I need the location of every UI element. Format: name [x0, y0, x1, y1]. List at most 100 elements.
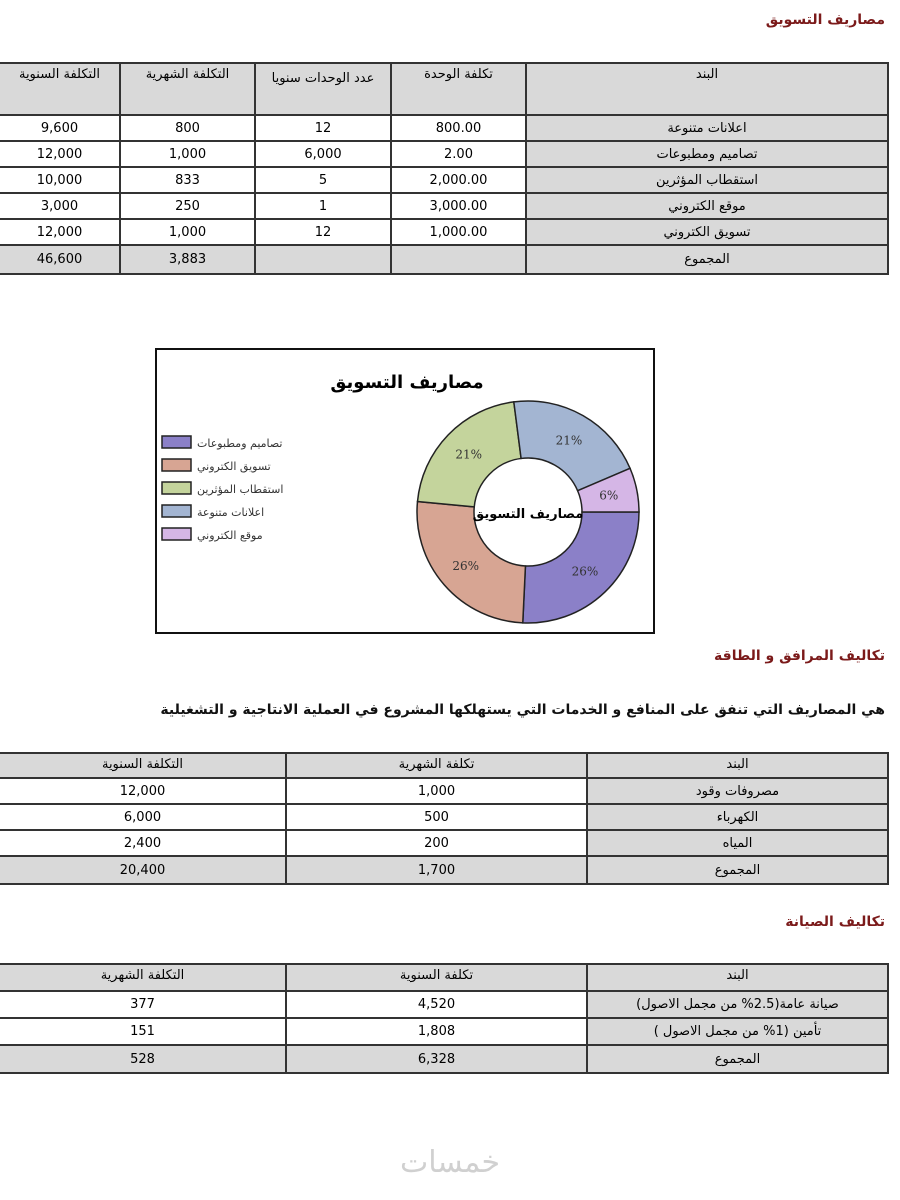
utilities-table: البند تكلفة الشهرية التكلفة السنوية مصرو… [0, 752, 889, 885]
item-cell: المياه [586, 829, 889, 857]
value-cell: 2,400 [0, 829, 287, 857]
value-cell: 377 [0, 990, 287, 1019]
value-cell: 200 [285, 829, 588, 857]
chart-svg: مصاريف التسويق 26% 26% 21% 21% 6% تصاميم ومط… [161, 372, 640, 624]
chart-title: مصاريف التسويق [330, 372, 483, 393]
legend-label: موقع الكتروني [197, 529, 263, 542]
donut-slice [416, 401, 522, 508]
header-cell: التكلفة السنوية [0, 62, 121, 116]
item-cell: موقع الكتروني [525, 192, 889, 220]
legend-label: استقطاب المؤثرين [197, 483, 283, 496]
value-cell: 800 [119, 114, 256, 142]
value-cell: 6,000 [254, 140, 392, 168]
watermark-logo: خمسات [399, 1145, 501, 1180]
item-cell: تأمين (1% من مجمل الاصول ) [586, 1017, 889, 1046]
item-cell: اعلانات متنوعة [525, 114, 889, 142]
value-cell: 833 [119, 166, 256, 194]
header-cell: تكلفة الشهرية [285, 752, 588, 779]
table-row: تأمين (1% من مجمل الاصول ) 1,808 151 [0, 1017, 889, 1046]
item-cell: تسويق الكتروني [525, 218, 889, 246]
item-cell: المجموع [525, 244, 889, 275]
item-cell: المجموع [586, 855, 889, 885]
header-cell: البند [525, 62, 889, 116]
header-cell: التكلفة الشهرية [0, 963, 287, 992]
value-cell: 10,000 [0, 166, 121, 194]
maintenance-table: البند تكلفة السنوية التكلفة الشهرية صيان… [0, 963, 889, 1074]
header-cell: البند [586, 963, 889, 992]
header-cell: البند [586, 752, 889, 779]
value-cell: 1,000 [119, 218, 256, 246]
value-cell: 12,000 [0, 777, 287, 805]
value-cell: 46,600 [0, 244, 121, 275]
table-header-row: البند تكلفة السنوية التكلفة الشهرية [0, 963, 889, 992]
table-row: المياه 200 2,400 [0, 829, 889, 857]
value-cell: 12 [254, 218, 392, 246]
table-row: موقع الكتروني 3,000.00 1 250 3,000 [0, 192, 889, 220]
item-cell: الكهرباء [586, 803, 889, 831]
header-cell: التكلفة الشهرية [119, 62, 256, 116]
donut-slice [416, 500, 527, 624]
table-row: استقطاب المؤثرين 2,000.00 5 833 10,000 [0, 166, 889, 194]
value-cell: 1 [254, 192, 392, 220]
value-cell: 9,600 [0, 114, 121, 142]
value-cell: 5 [254, 166, 392, 194]
value-cell: 2.00 [390, 140, 527, 168]
slice-label: 26% [572, 565, 599, 579]
marketing-heading: مصاريف التسويق [765, 12, 885, 28]
slice-label: 26% [452, 559, 479, 573]
slice-label: 6% [599, 488, 618, 502]
value-cell [254, 244, 392, 275]
value-cell: 12,000 [0, 218, 121, 246]
legend-swatch [161, 527, 192, 541]
table-row: اعلانات متنوعة 800.00 12 800 9,600 [0, 114, 889, 142]
total-row: المجموع 6,328 528 [0, 1044, 889, 1074]
item-cell: استقطاب المؤثرين [525, 166, 889, 194]
item-cell: تصاميم ومطبوعات [525, 140, 889, 168]
utilities-heading: تكاليف المرافق و الطاقة [714, 648, 885, 664]
table-row: الكهرباء 500 6,000 [0, 803, 889, 831]
utilities-description: هي المصاريف التي تنفق على المنافع و الخد… [160, 702, 885, 718]
legend-label: تسويق الكتروني [197, 460, 271, 474]
value-cell [390, 244, 527, 275]
value-cell: 20,400 [0, 855, 287, 885]
legend-label: اعلانات متنوعة [197, 506, 264, 519]
donut-slice [576, 467, 640, 513]
donut-slice [521, 511, 640, 624]
slice-label: 21% [556, 433, 583, 447]
header-cell: تكلفة السنوية [285, 963, 588, 992]
marketing-donut-chart: مصاريف التسويق 26% 26% 21% 21% 6% تصاميم ومط… [155, 348, 655, 634]
value-cell: 1,000 [285, 777, 588, 805]
table-row: تسويق الكتروني 1,000.00 12 1,000 12,000 [0, 218, 889, 246]
value-cell: 800.00 [390, 114, 527, 142]
header-cell: تكلفة الوحدة [390, 62, 527, 116]
legend-swatch [161, 435, 192, 449]
value-cell: 1,808 [285, 1017, 588, 1046]
marketing-table: البند تكلفة الوحدة عدد الوحدات سنويا الت… [0, 62, 889, 275]
item-cell: المجموع [586, 1044, 889, 1074]
legend-swatch [161, 458, 192, 472]
value-cell: 3,883 [119, 244, 256, 275]
slice-label: 21% [455, 448, 482, 462]
value-cell: 250 [119, 192, 256, 220]
header-cell: عدد الوحدات سنويا [254, 62, 392, 116]
value-cell: 151 [0, 1017, 287, 1046]
value-cell: 500 [285, 803, 588, 831]
value-cell: 1,000 [119, 140, 256, 168]
table-row: مصروفات وقود 1,000 12,000 [0, 777, 889, 805]
value-cell: 3,000.00 [390, 192, 527, 220]
item-cell: صيانة عامة(2.5% من مجمل الاصول) [586, 990, 889, 1019]
donut-slice [512, 400, 632, 492]
value-cell: 4,520 [285, 990, 588, 1019]
item-cell: مصروفات وقود [586, 777, 889, 805]
value-cell: 6,328 [285, 1044, 588, 1074]
value-cell: 528 [0, 1044, 287, 1074]
value-cell: 12,000 [0, 140, 121, 168]
maintenance-heading: تكاليف الصيانة [785, 914, 885, 930]
header-cell: التكلفة السنوية [0, 752, 287, 779]
legend-swatch [161, 481, 192, 495]
total-row: المجموع 1,700 20,400 [0, 855, 889, 885]
value-cell: 2,000.00 [390, 166, 527, 194]
legend-swatch [161, 504, 192, 518]
value-cell: 1,700 [285, 855, 588, 885]
total-row: المجموع 3,883 46,600 [0, 244, 889, 275]
